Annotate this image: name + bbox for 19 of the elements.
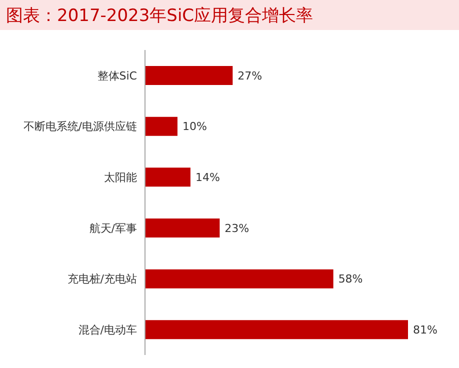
data-label: 27% [238, 69, 262, 82]
data-label: 10% [182, 120, 207, 134]
y-tick-label: 航天/军事 [89, 222, 137, 235]
bar [145, 320, 408, 340]
y-tick-label: 整体SiC [97, 69, 138, 82]
bar [145, 269, 334, 288]
y-tick-label: 不断电系统/电源供应链 [23, 120, 137, 134]
data-label: 23% [224, 222, 250, 235]
bar [145, 116, 178, 136]
data-label: 81% [413, 324, 438, 337]
y-tick-label: 太阳能 [104, 170, 137, 184]
data-label: 14% [195, 171, 220, 184]
bar [145, 66, 233, 85]
data-label: 58% [338, 272, 363, 286]
bar [145, 218, 220, 238]
y-tick-label: 混合/电动车 [78, 323, 137, 336]
y-tick-label: 充电桩/充电站 [67, 272, 137, 286]
bar [145, 168, 190, 187]
chart-title: 图表：2017-2023年SiC应用复合增长率 [6, 5, 314, 27]
